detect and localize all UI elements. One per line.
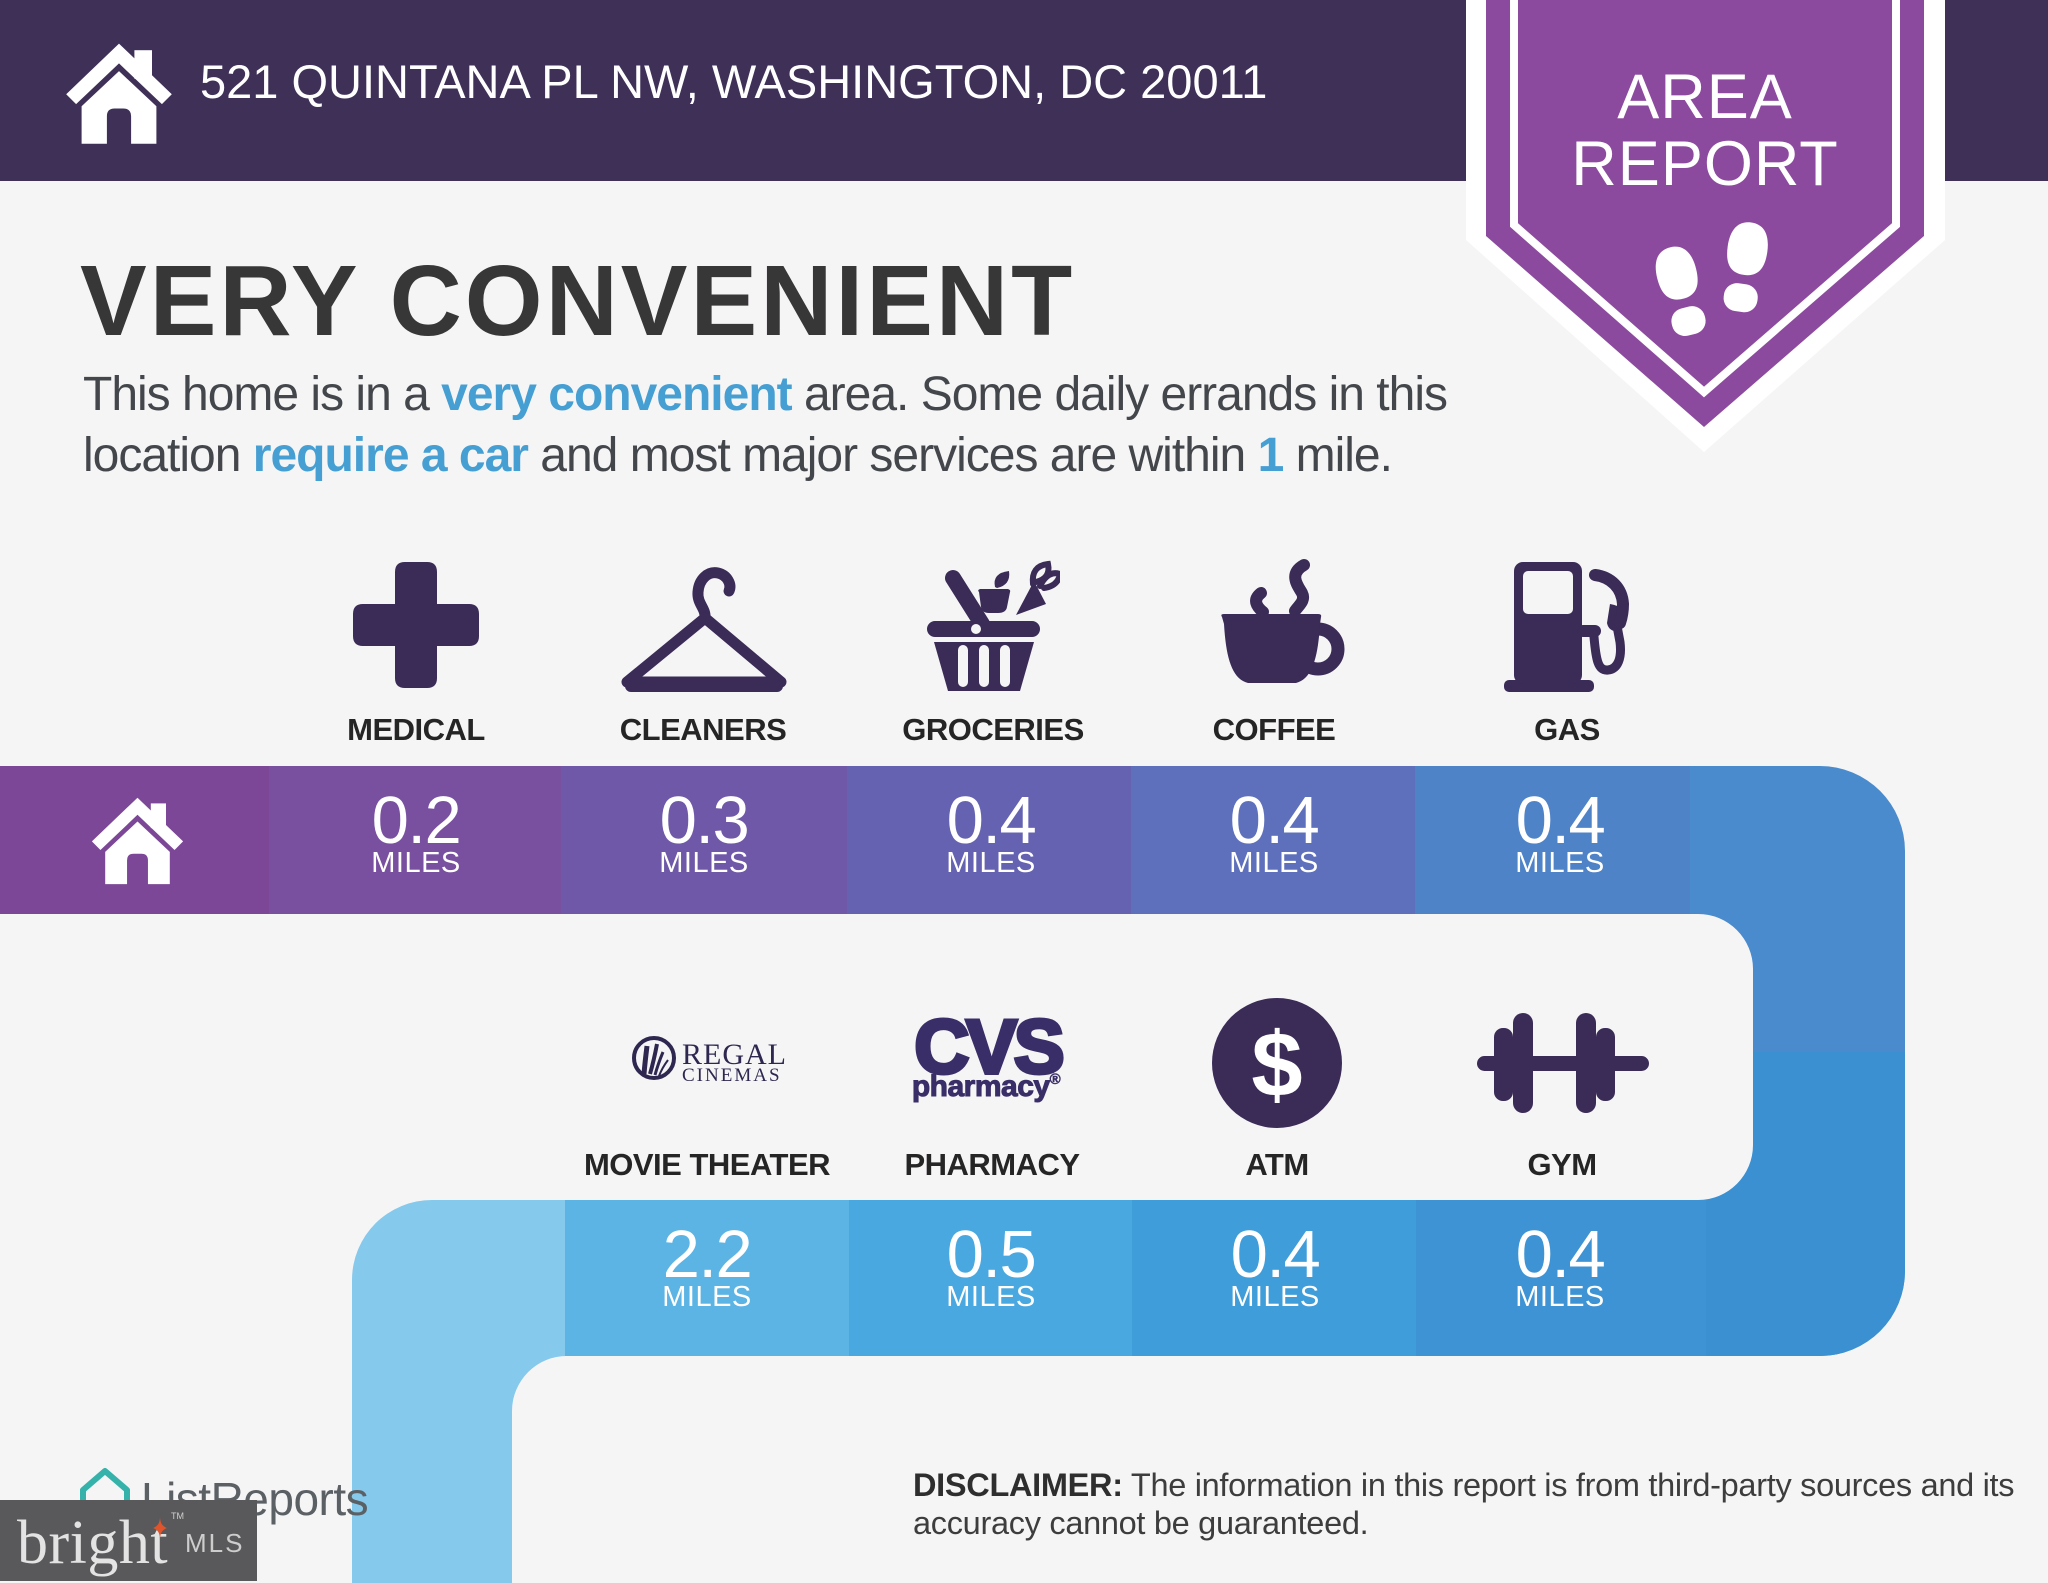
svg-text:REGAL: REGAL xyxy=(682,1038,787,1071)
svg-text:AREA: AREA xyxy=(1617,62,1793,132)
svg-text:$: $ xyxy=(1251,1014,1302,1116)
svg-text:REPORT: REPORT xyxy=(1571,129,1838,199)
svg-text:CINEMAS: CINEMAS xyxy=(682,1065,782,1084)
